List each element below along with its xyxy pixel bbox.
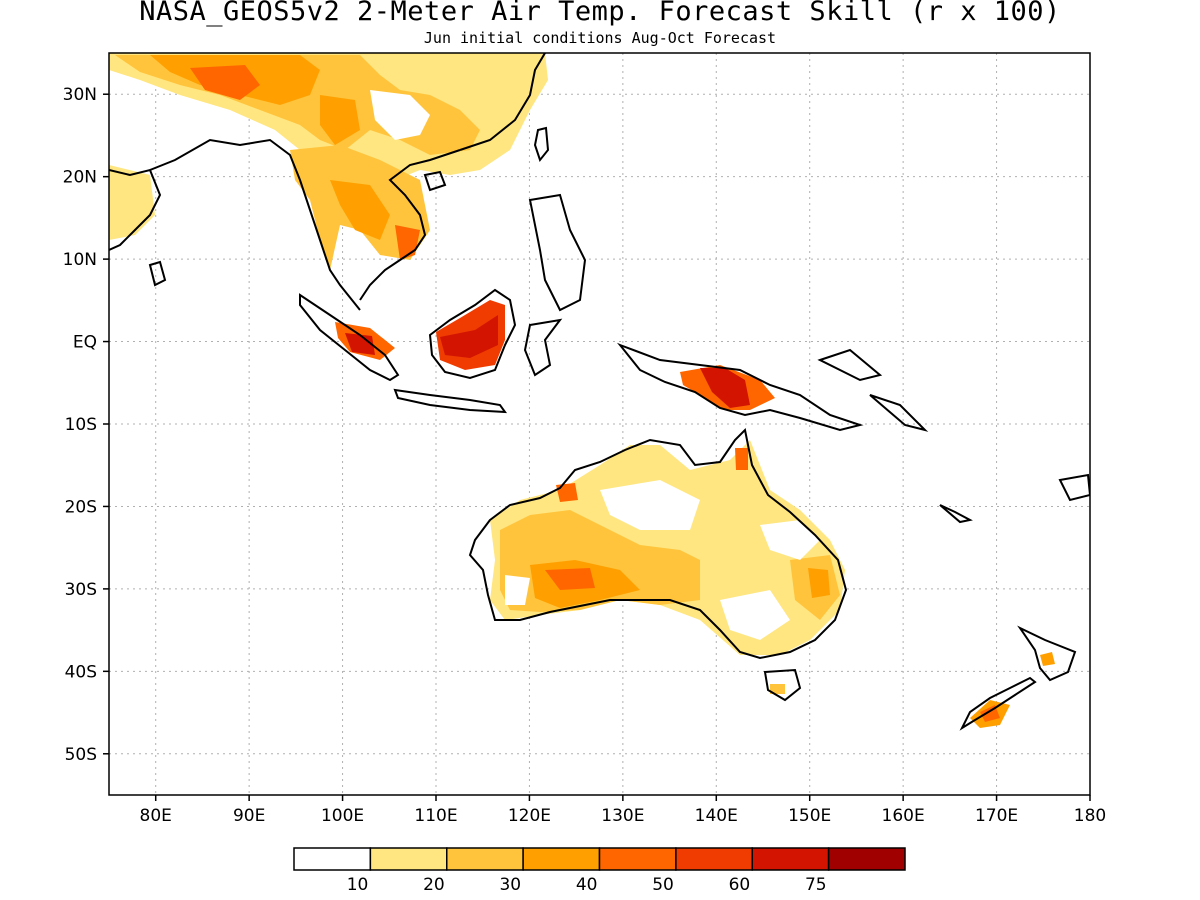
colorbar-label: 50 — [652, 875, 674, 895]
lon-tick-label: 120E — [508, 806, 551, 826]
coast-indochina — [359, 149, 461, 301]
coast-hainan — [423, 170, 447, 192]
longitude-axis: 80E 90E 100E 110E 120E 130E 140E 150E 160E 170E 18… — [140, 795, 1106, 826]
colorbar-swatch — [293, 847, 372, 871]
shade-sumatra-hot — [345, 333, 375, 355]
lat-tick-label: 10N — [63, 250, 97, 270]
lon-tick-label: 110E — [414, 806, 457, 826]
lon-tick-label: 130E — [601, 806, 644, 826]
colorbar-label: 20 — [423, 875, 445, 895]
coast-taiwan — [533, 126, 550, 163]
coast-java — [393, 388, 508, 414]
lat-tick-label: 30N — [63, 85, 97, 105]
lat-tick-label: 20N — [63, 168, 97, 188]
lon-tick-label: 140E — [695, 806, 738, 826]
shade-tasmania — [770, 684, 785, 694]
map-frame — [108, 52, 1091, 796]
lat-tick-label: 40S — [65, 662, 97, 682]
shade-newguinea-hot — [700, 368, 750, 408]
shade-capeyork — [735, 448, 748, 470]
lat-tick-label: 30S — [65, 580, 97, 600]
shade-china-white — [370, 90, 430, 140]
coast-srilanka — [148, 260, 167, 287]
coast-tasmania — [763, 668, 802, 702]
colorbar-label: 40 — [576, 875, 598, 895]
shade-himalaya-hot — [190, 65, 260, 100]
colorbar-swatch — [369, 847, 448, 871]
lon-tick-label: 90E — [233, 806, 265, 826]
colorbar-label: 10 — [347, 875, 369, 895]
shade-australia-hot — [545, 568, 595, 590]
lat-tick-label: 50S — [65, 745, 97, 765]
colorbar-swatch — [675, 847, 753, 871]
coast-bay-bengal — [149, 138, 361, 311]
colorbar-swatch — [827, 847, 906, 871]
coast-nz-south — [959, 676, 1037, 731]
shade-indochina-hot — [330, 180, 390, 240]
coast-bismarck — [817, 348, 883, 382]
shade-yunnan — [320, 95, 360, 145]
shade-australia-white-1 — [600, 480, 700, 530]
lat-tick-label: EQ — [73, 333, 97, 353]
colorbar-swatch — [522, 847, 601, 871]
coast-sumatra — [299, 293, 400, 382]
shade-nz-south-hot — [980, 705, 1000, 722]
shade-australia-white-3 — [720, 590, 790, 640]
shade-australia-east-hot — [808, 568, 830, 598]
coast-borneo — [428, 288, 517, 380]
gridlines — [109, 53, 1090, 795]
colorbar: 10 20 30 40 50 60 75 — [293, 847, 906, 895]
coast-sulawesi — [523, 318, 563, 377]
shade-nz-north — [1040, 652, 1055, 666]
lon-tick-label: 80E — [140, 806, 172, 826]
colorbar-label: 75 — [805, 875, 827, 895]
lon-tick-label: 170E — [975, 806, 1018, 826]
coast-fiji — [1058, 473, 1090, 502]
coast-australia — [468, 427, 848, 660]
lon-tick-label: 150E — [788, 806, 831, 826]
coast-solomons — [869, 394, 929, 432]
coastlines — [109, 53, 1090, 731]
lon-tick-label: 180 — [1074, 806, 1106, 826]
lat-tick-label: 10S — [65, 415, 97, 435]
skill-shading — [109, 53, 1055, 728]
shade-india — [109, 165, 155, 240]
latitude-axis: 30N 20N 10N EQ 10S 20S 30S 40S 50S — [63, 85, 109, 765]
shade-australia-white-4 — [505, 575, 530, 605]
coast-china — [459, 53, 546, 151]
colorbar-swatch — [598, 847, 677, 871]
coast-philippines — [528, 193, 587, 312]
colorbar-swatch — [446, 847, 524, 871]
colorbar-swatch — [751, 847, 830, 871]
lon-tick-label: 100E — [321, 806, 364, 826]
colorbar-label: 60 — [729, 875, 751, 895]
lon-tick-label: 160E — [882, 806, 925, 826]
shade-borneo-core — [440, 315, 498, 358]
lat-tick-label: 20S — [65, 497, 97, 517]
shade-australia-white-2 — [760, 520, 820, 560]
map-title: NASA_GEOS5v2 2-Meter Air Temp. Forecast … — [139, 0, 1061, 27]
coast-newguinea — [616, 342, 864, 432]
coast-nz-north — [1017, 625, 1077, 682]
map-subtitle: Jun initial conditions Aug-Oct Forecast — [423, 29, 777, 47]
coast-india — [109, 168, 162, 251]
colorbar-label: 30 — [499, 875, 521, 895]
coast-vanuatu — [939, 504, 973, 524]
